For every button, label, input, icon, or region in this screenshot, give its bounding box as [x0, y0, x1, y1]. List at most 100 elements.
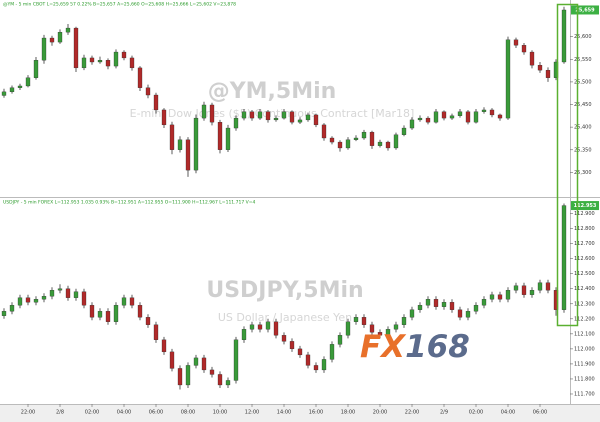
- x-tick-label: 08:00: [181, 410, 195, 416]
- candle-body: [33, 299, 39, 303]
- candle-body: [465, 311, 471, 318]
- candle-body: [73, 27, 79, 69]
- candle-body: [489, 294, 495, 300]
- candle-body: [105, 311, 111, 322]
- last-price-label: 112.953: [574, 203, 597, 209]
- candle-body: [473, 111, 479, 123]
- candle-body: [449, 115, 455, 119]
- candle-body: [417, 117, 423, 121]
- highlight-box: [556, 3, 579, 327]
- candle-body: [361, 131, 367, 139]
- y-tick-label: 25,550: [574, 57, 592, 63]
- candle-body: [81, 57, 87, 69]
- candle-body: [225, 380, 231, 386]
- candle-body: [161, 109, 167, 126]
- y-tick-label: 112.800: [574, 226, 595, 232]
- candle-body: [273, 321, 279, 336]
- candle-body: [161, 339, 167, 353]
- x-tick-label: 02:00: [85, 410, 99, 416]
- candle-body: [57, 288, 63, 291]
- candle-body: [89, 305, 95, 318]
- candle-body: [153, 324, 159, 340]
- candle-body: [449, 302, 455, 310]
- candle-body: [201, 357, 207, 371]
- candle-body: [497, 294, 503, 300]
- x-tick-label: 20:00: [373, 410, 387, 416]
- x-tick-label: 06:00: [533, 410, 547, 416]
- x-tick-label: 10:00: [213, 410, 227, 416]
- candle-body: [265, 321, 271, 330]
- candle-body: [145, 87, 151, 96]
- candle-body: [41, 296, 47, 300]
- candle-body: [353, 137, 359, 140]
- x-tick-label: 16:00: [309, 410, 323, 416]
- candle-body: [33, 60, 39, 78]
- candle-body: [313, 365, 319, 371]
- y-tick-label: 112.600: [574, 256, 595, 262]
- candle-body: [273, 117, 279, 121]
- candle-body: [473, 305, 479, 312]
- candle-body: [433, 111, 439, 123]
- candle-body: [113, 305, 119, 322]
- candle-body: [353, 317, 359, 322]
- candle-body: [209, 369, 215, 375]
- last-price-box: [571, 201, 599, 211]
- x-tick-label: 02:00: [469, 410, 483, 416]
- time-axis-band: [0, 404, 600, 422]
- candle-body: [329, 344, 335, 360]
- candle-body: [393, 134, 399, 149]
- y-tick-label: 25,600: [574, 34, 592, 40]
- x-tick-label: 22:00: [21, 410, 35, 416]
- candle-body: [313, 114, 319, 126]
- candle-body: [417, 305, 423, 310]
- candle-body: [145, 317, 151, 325]
- candle-body: [185, 365, 191, 386]
- candle-body: [249, 324, 255, 330]
- candle-body: [137, 305, 143, 318]
- logo-digits: 168: [405, 329, 470, 365]
- candle-body: [377, 332, 383, 336]
- candle-body: [193, 117, 199, 171]
- candle-body: [521, 45, 527, 53]
- candle-body: [297, 348, 303, 356]
- y-tick-label: 25,400: [574, 125, 592, 131]
- candle-body: [393, 324, 399, 330]
- candle-body: [177, 139, 183, 150]
- candle-body: [185, 139, 191, 171]
- candle-body: [225, 127, 231, 150]
- candle-body: [89, 57, 95, 63]
- y-tick-label: 111.800: [574, 376, 595, 382]
- candle-body: [113, 51, 119, 67]
- bottom-header: USDJPY - 5 min FOREX L=112.953 1.035 0.9…: [3, 200, 255, 206]
- candle-body: [361, 317, 367, 325]
- candle-body: [49, 290, 55, 297]
- candle-body: [489, 109, 495, 116]
- candle-body: [425, 117, 431, 123]
- top-watermark-subtitle: E-mini Dow Jones ($5) Continuous Contrac…: [130, 107, 415, 120]
- y-tick-label: 25,500: [574, 79, 592, 85]
- y-tick-label: 112.900: [574, 211, 595, 217]
- candle-body: [17, 297, 23, 306]
- candle-body: [281, 111, 287, 119]
- candle-body: [345, 139, 351, 149]
- x-tick-label: 2/9: [440, 410, 448, 416]
- candle-body: [25, 297, 31, 303]
- candle-body: [121, 51, 127, 59]
- candle-body: [65, 288, 71, 298]
- candle-body: [193, 357, 199, 366]
- candle-body: [241, 329, 247, 340]
- candle-body: [401, 317, 407, 325]
- candle-body: [497, 114, 503, 119]
- candle-body: [305, 354, 311, 366]
- candle-body: [97, 311, 103, 318]
- candle-body: [73, 291, 79, 298]
- logo: FX168: [360, 329, 470, 365]
- candle-body: [481, 299, 487, 306]
- candle-body: [97, 60, 103, 63]
- candle-body: [209, 104, 215, 123]
- candle-body: [25, 77, 31, 87]
- x-tick-label: 22:00: [405, 410, 419, 416]
- x-tick-label: 04:00: [501, 410, 515, 416]
- last-price-label: 25,659: [575, 7, 595, 13]
